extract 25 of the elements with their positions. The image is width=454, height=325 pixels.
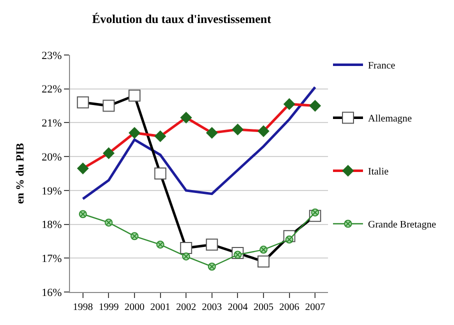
y-tick-label: 23% [42, 50, 62, 62]
legend-label: Grande Bretagne [368, 220, 437, 231]
x-tick-label: 2001 [150, 302, 170, 313]
line-series [82, 86, 316, 200]
x-tick-label: 2005 [254, 302, 274, 313]
x-tick-label: 1999 [98, 302, 119, 313]
legend-label: France [368, 60, 396, 72]
y-tick-label: 22% [42, 84, 62, 96]
x-tick-label: 2002 [176, 302, 196, 313]
y-tick-label: 16% [42, 286, 62, 299]
x-tick-label: 2004 [228, 302, 248, 313]
legend-label: Italie [368, 166, 390, 178]
chart-title: Évolution du taux d'investissement [92, 12, 272, 26]
y-tick-label: 20% [42, 151, 62, 164]
x-tick-label: 1998 [72, 302, 93, 313]
y-tick-label: 18% [42, 219, 62, 232]
y-tick-label: 17% [42, 252, 62, 265]
y-tick-label: 21% [42, 118, 62, 130]
x-tick-label: 2003 [202, 302, 222, 313]
x-tick-label: 2000 [124, 302, 144, 313]
y-tick-label: 19% [42, 185, 62, 198]
x-tick-label: 2007 [305, 302, 326, 313]
x-tick-label: 2006 [279, 302, 300, 313]
y-axis-title: en % du PIB [14, 142, 26, 204]
legend-label: Allemagne [368, 114, 412, 125]
